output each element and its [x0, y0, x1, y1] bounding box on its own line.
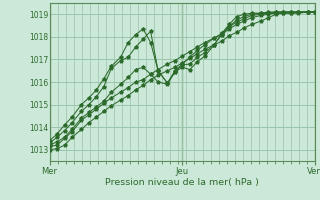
- X-axis label: Pression niveau de la mer( hPa ): Pression niveau de la mer( hPa ): [106, 178, 259, 187]
